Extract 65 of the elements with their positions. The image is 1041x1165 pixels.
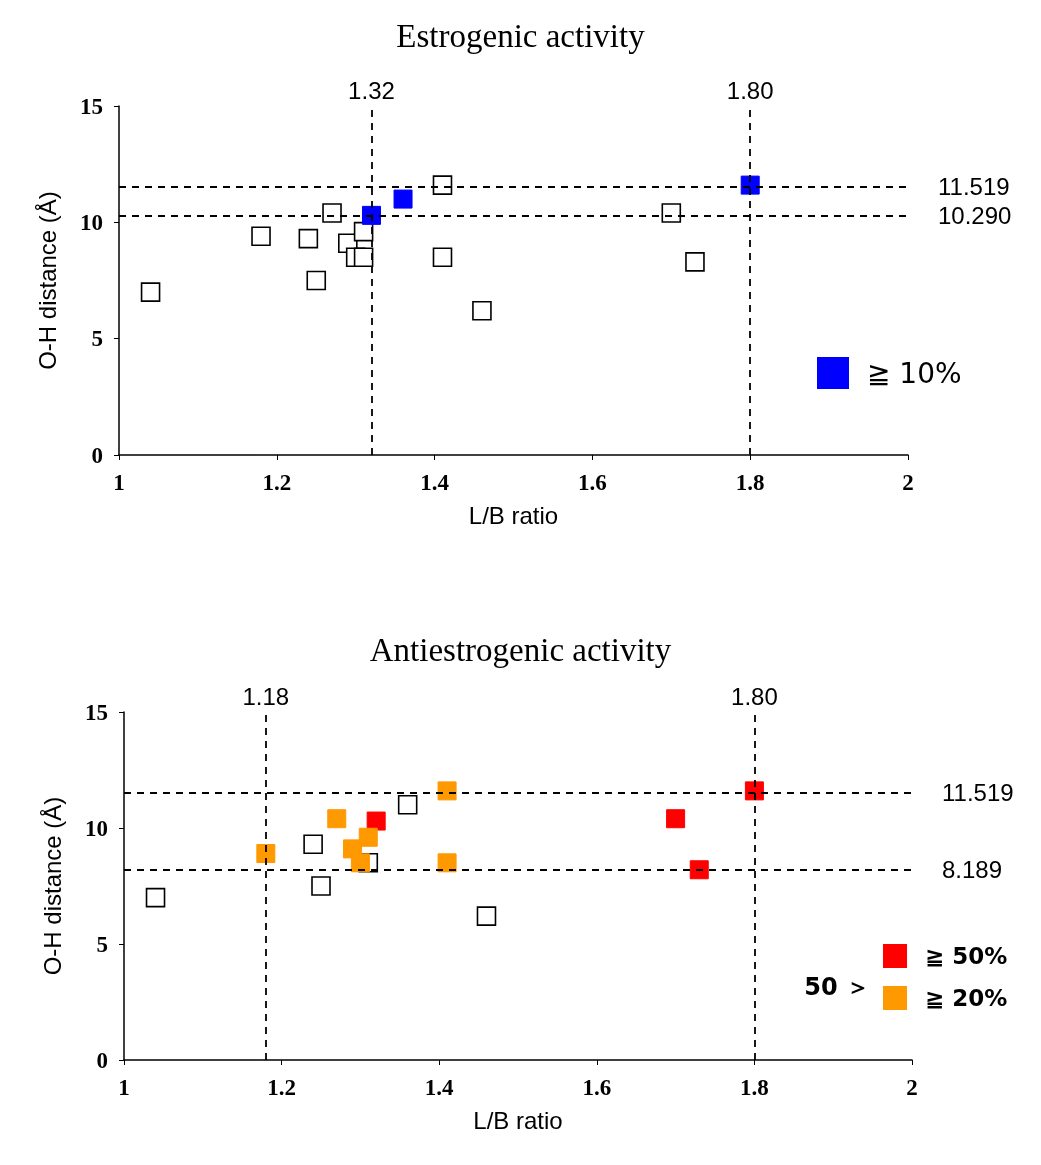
y-axis-title: O-H distance (Å)	[33, 191, 61, 370]
x-tick-label: 1.6	[582, 1075, 612, 1100]
annotation: 50 ＞	[804, 973, 871, 1001]
point	[311, 876, 331, 896]
legend-label: ≧ 50%	[925, 943, 1008, 969]
point	[685, 252, 705, 272]
y-tick-label: 5	[96, 931, 108, 957]
point	[476, 906, 497, 926]
x-tick-label: 2	[906, 1075, 918, 1100]
x-tick-label: 1.8	[740, 1075, 769, 1100]
legend-label: ≧ 10%	[867, 356, 962, 390]
x-tick-label: 1.8	[735, 470, 765, 495]
ref-line-label: 11.519	[942, 779, 1014, 807]
point	[303, 834, 323, 855]
point	[322, 203, 342, 223]
ref-line-label: 1.80	[726, 76, 774, 104]
x-tick-label: 1.4	[420, 470, 450, 495]
x-axis-title: L/B ratio	[473, 1106, 563, 1134]
x-tick-label: 1	[113, 470, 125, 495]
y-tick-label: 10	[85, 815, 108, 841]
x-tick-label: 1.6	[578, 470, 607, 495]
y-tick-label: 0	[91, 442, 103, 468]
point	[393, 189, 413, 209]
y-tick-label: 15	[85, 699, 108, 725]
point	[689, 860, 709, 880]
point	[251, 226, 271, 247]
x-tick-label: 1.2	[262, 470, 292, 495]
y-tick-label: 15	[80, 93, 103, 119]
x-axis-title: L/B ratio	[468, 501, 559, 529]
point	[350, 853, 370, 873]
point	[140, 282, 161, 302]
x-tick-label: 2	[902, 470, 914, 495]
point	[432, 175, 453, 195]
y-tick-label: 10	[80, 209, 103, 235]
point	[145, 887, 166, 908]
y-axis-title: O-H distance (Å)	[38, 796, 66, 976]
ref-line-label: 1.18	[242, 682, 290, 710]
point	[298, 228, 319, 249]
point	[472, 300, 492, 321]
point	[256, 844, 276, 864]
ref-line-label: 11.519	[938, 173, 1010, 201]
y-tick-label: 5	[91, 326, 103, 352]
point	[661, 203, 682, 223]
ref-line-label: 1.32	[348, 76, 395, 104]
chart-title: Antiestrogenic activity	[369, 631, 672, 668]
point	[366, 811, 386, 831]
point	[432, 247, 453, 268]
point	[437, 853, 457, 873]
point	[358, 827, 378, 847]
point	[666, 809, 686, 829]
point	[361, 205, 381, 225]
y-tick-label: 0	[96, 1047, 108, 1073]
x-tick-label: 1.2	[267, 1075, 296, 1100]
point	[353, 247, 374, 268]
point	[306, 270, 327, 291]
point	[397, 795, 418, 815]
legend-label: ≧ 20%	[925, 985, 1008, 1011]
x-tick-label: 1	[118, 1075, 130, 1100]
ref-line-label: 1.80	[731, 682, 778, 710]
point	[327, 809, 347, 829]
ref-line-label: 10.290	[938, 202, 1012, 230]
ref-line-label: 8.189	[942, 856, 1003, 884]
point	[437, 781, 457, 801]
x-tick-label: 1.4	[424, 1075, 455, 1100]
chart-title: Estrogenic activity	[396, 17, 646, 54]
